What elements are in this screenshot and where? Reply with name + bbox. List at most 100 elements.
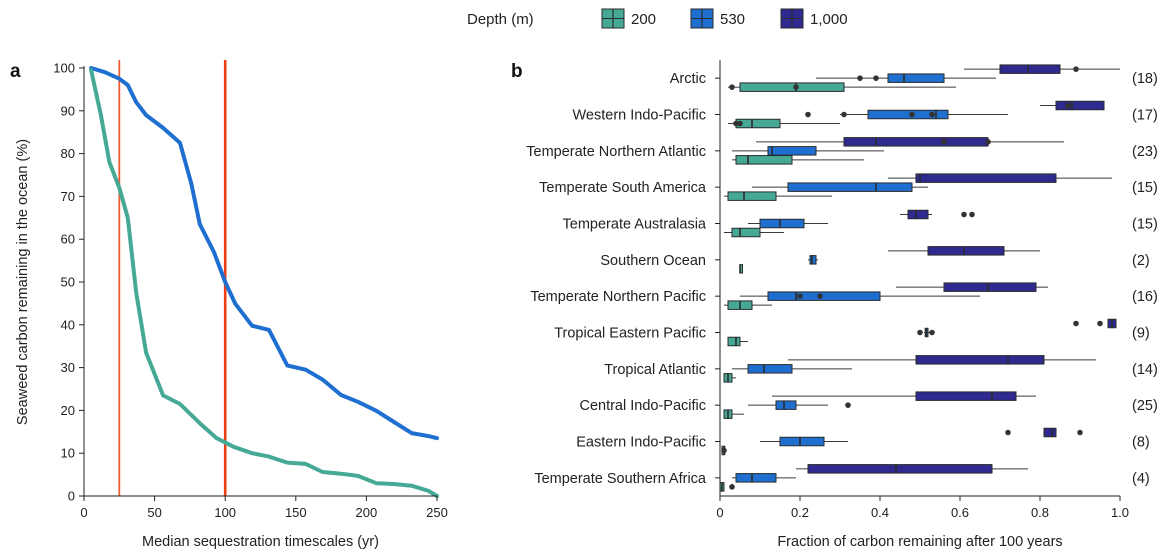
box-body (927, 246, 1005, 256)
legend-item-1000: 1,000 (780, 8, 848, 29)
category-group (723, 391, 1036, 419)
x-tick-label: 200 (356, 505, 378, 520)
outlier-point (797, 293, 803, 299)
box-1000 (1005, 427, 1083, 438)
y-tick-label: 40 (61, 317, 75, 332)
outlier-point (873, 75, 879, 81)
category-group (721, 427, 1083, 456)
legend: Depth (m) 200 530 1,000 (467, 8, 848, 29)
y-tick-label: 60 (61, 232, 75, 247)
sample-count-label: (15) (1132, 217, 1158, 233)
category-label: Temperate Southern Africa (534, 471, 707, 487)
box-530 (808, 255, 818, 265)
outlier-point (969, 211, 975, 218)
y-tick-label: 90 (61, 103, 75, 118)
box-body (1055, 100, 1105, 111)
legend-title: Depth (m) (467, 11, 534, 28)
x-tick-label: 0.8 (1031, 505, 1049, 520)
box-1000 (900, 209, 975, 220)
box-body (843, 137, 989, 147)
legend-label-1000: 1,000 (810, 11, 848, 28)
box-200 (727, 336, 748, 347)
sample-count-label: (16) (1132, 289, 1158, 305)
outlier-point (1097, 320, 1103, 327)
box-body (727, 336, 741, 347)
box-body (747, 364, 793, 374)
box-1000 (896, 282, 1048, 292)
sample-count-label: (4) (1132, 471, 1150, 487)
box-body (943, 282, 1037, 292)
outlier-point (917, 329, 923, 336)
x-tick-label: 150 (285, 505, 307, 520)
outlier-point (929, 111, 935, 118)
box-body (727, 191, 777, 201)
outlier-point (817, 293, 823, 299)
category-group (724, 209, 975, 238)
x-tick-label: 0 (80, 505, 87, 520)
y-tick-label: 20 (61, 403, 75, 418)
line-series-0 (89, 66, 439, 441)
box-1000 (796, 464, 1028, 474)
category-label: Central Indo-Pacific (579, 398, 706, 414)
legend-label-200: 200 (631, 11, 656, 28)
outlier-point (1077, 429, 1083, 436)
legend-label-530: 530 (720, 11, 745, 28)
outlier-point (1073, 320, 1079, 327)
category-label: Temperate South America (539, 180, 707, 196)
box-200 (724, 191, 832, 201)
box-200 (724, 227, 784, 238)
category-label: Tropical Atlantic (604, 362, 706, 378)
box-1000 (772, 391, 1036, 401)
box-1000 (1040, 100, 1105, 111)
category-group (719, 464, 1028, 492)
category-label: Temperate Northern Atlantic (526, 144, 706, 160)
box-200 (719, 482, 735, 492)
box-body (775, 400, 797, 410)
box-530 (752, 182, 928, 192)
x-tick-label: 0.4 (871, 505, 889, 520)
category-group (724, 282, 1048, 310)
box-530 (760, 436, 848, 447)
y-tick-label: 80 (61, 146, 75, 161)
box-1000 (888, 173, 1112, 183)
box-200 (732, 155, 864, 165)
outlier-point (961, 211, 967, 218)
category-group (728, 64, 1120, 92)
y-tick-label: 0 (68, 489, 75, 504)
outlier-point (1073, 66, 1079, 72)
box-body (739, 82, 845, 92)
y-tick-label: 30 (61, 360, 75, 375)
box-body (915, 173, 1057, 183)
category-group (724, 173, 1112, 201)
y-tick-label: 70 (61, 189, 75, 204)
category-label: Tropical Eastern Pacific (554, 326, 706, 342)
outlier-point (729, 484, 735, 490)
box-1000 (788, 355, 1096, 365)
box-530 (805, 109, 1008, 120)
box-body (867, 109, 949, 120)
box-200 (724, 300, 772, 310)
box-body (1043, 427, 1057, 438)
x-tick-label: 0 (716, 505, 723, 520)
box-1000 (888, 246, 1040, 256)
box-body (787, 182, 913, 192)
outlier-point (793, 84, 799, 90)
box-body (915, 391, 1017, 401)
box-530 (732, 146, 884, 156)
y-tick-label: 10 (61, 446, 75, 461)
category-label: Southern Ocean (600, 253, 706, 269)
box-530 (748, 218, 828, 229)
box-body (767, 291, 881, 301)
box-body (731, 227, 761, 238)
sample-count-label: (23) (1132, 144, 1158, 160)
box-1000 (756, 137, 1064, 147)
sample-count-label: (17) (1132, 108, 1158, 124)
x-tick-label: 0.2 (791, 505, 809, 520)
category-label: Temperate Northern Pacific (530, 289, 706, 305)
sample-count-label: (18) (1132, 71, 1158, 87)
box-body (767, 146, 817, 156)
category-group (727, 318, 1117, 347)
sample-count-label: (2) (1132, 253, 1150, 269)
box-530 (732, 473, 796, 483)
